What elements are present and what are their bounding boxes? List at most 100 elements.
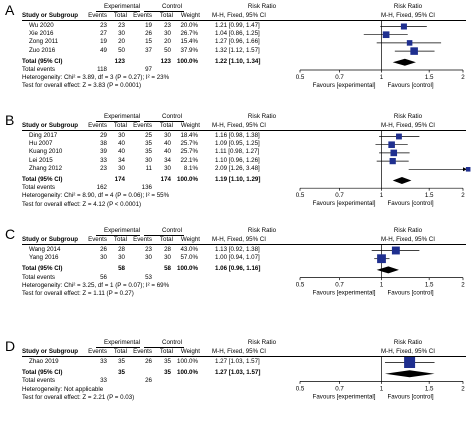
study-weight: 25.7% bbox=[180, 140, 198, 148]
favours-control-label: Favours [control] bbox=[388, 82, 434, 89]
weight-header: Weight bbox=[180, 236, 200, 243]
total-header-exp: Total bbox=[113, 12, 127, 19]
total-header-exp: Total bbox=[113, 348, 127, 355]
x-tick-label: 0.7 bbox=[335, 282, 344, 289]
x-tick-label: 2 bbox=[461, 385, 465, 392]
study-weight: 100.0% bbox=[177, 358, 198, 365]
study-ci: 1.16 [0.98, 1.38] bbox=[215, 132, 260, 139]
total-label: Total (95% CI) bbox=[22, 265, 63, 273]
study-name: Zuo 2016 bbox=[29, 46, 56, 54]
ctrl-total: 35 bbox=[164, 358, 171, 365]
mh-fixed-header: M-H, Fixed, 95% CI bbox=[212, 12, 266, 19]
risk-ratio-header: Risk Ratio bbox=[247, 113, 277, 120]
x-tick-label: 1 bbox=[380, 74, 384, 81]
heterogeneity-text: Heterogeneity: Chi² = 3.89, df = 3 (P = … bbox=[22, 74, 170, 82]
exp-events: 38 bbox=[100, 140, 107, 148]
ctrl-events: 30 bbox=[145, 254, 152, 262]
overall-effect-text: Test for overall effect: Z = 1.11 (P = 0… bbox=[22, 290, 134, 297]
study-name: Xie 2016 bbox=[29, 30, 54, 38]
total-events-ctrl: 97 bbox=[145, 66, 152, 73]
heterogeneity-text: Heterogeneity: Chi² = 8.90, df = 4 (P = … bbox=[22, 192, 170, 200]
risk-ratio-plot-header: Risk Ratio bbox=[393, 3, 423, 10]
risk-ratio-header: Risk Ratio bbox=[247, 339, 277, 346]
ci-arrow bbox=[463, 167, 467, 172]
ctrl-events: 35 bbox=[145, 140, 152, 148]
events-header-ctrl: Events bbox=[133, 236, 152, 243]
study-ci: 1.32 [1.12, 1.57] bbox=[215, 46, 260, 54]
total-events-exp: 118 bbox=[97, 66, 107, 73]
control-underline bbox=[144, 121, 184, 122]
control-underline bbox=[144, 11, 184, 12]
study-name: Zhao 2019 bbox=[29, 358, 59, 365]
total-diamond bbox=[384, 370, 435, 378]
study-ci: 1.11 [0.98, 1.27] bbox=[215, 148, 260, 156]
x-tick-label: 0.5 bbox=[296, 74, 305, 81]
experimental-header: Experimental bbox=[103, 339, 141, 346]
total-events-label: Total events bbox=[22, 184, 56, 192]
total-exp: 123 bbox=[114, 57, 125, 65]
study-ci: 1.10 [0.96, 1.26] bbox=[215, 156, 260, 164]
exp-events: 23 bbox=[100, 22, 107, 29]
x-tick-label: 2 bbox=[461, 74, 465, 81]
total-events-ctrl: 26 bbox=[145, 377, 152, 385]
x-tick-label: 2 bbox=[461, 282, 465, 289]
total-label: Total (95% CI) bbox=[22, 176, 63, 183]
experimental-header: Experimental bbox=[103, 113, 141, 120]
total-weight: 100.0% bbox=[177, 57, 198, 65]
x-tick-label: 0.7 bbox=[335, 192, 344, 199]
study-weight: 57.0% bbox=[180, 254, 198, 262]
study-ci: 2.09 [1.26, 3.48] bbox=[215, 164, 260, 172]
exp-events: 49 bbox=[100, 46, 107, 54]
ctrl-total: 30 bbox=[164, 132, 171, 139]
mh-fixed-plot-header: M-H, Fixed, 95% CI bbox=[381, 122, 435, 129]
study-col-header: Study or Subgroup bbox=[22, 348, 79, 355]
total-weight: 100.0% bbox=[177, 265, 198, 273]
study-marker bbox=[410, 47, 418, 55]
risk-ratio-plot-header: Risk Ratio bbox=[393, 339, 423, 346]
risk-ratio-plot-header: Risk Ratio bbox=[393, 113, 423, 120]
ctrl-events: 37 bbox=[145, 46, 152, 54]
total-header-exp: Total bbox=[113, 122, 127, 129]
x-tick-label: 1.5 bbox=[425, 385, 434, 392]
panel-letter: A bbox=[5, 2, 15, 18]
ctrl-events: 26 bbox=[145, 30, 152, 38]
total-ci: 1.06 [0.96, 1.16] bbox=[215, 265, 261, 273]
exp-events: 23 bbox=[100, 164, 107, 172]
ctrl-events: 23 bbox=[145, 246, 152, 253]
ctrl-total: 50 bbox=[164, 46, 171, 54]
favours-experimental-label: Favours [experimental] bbox=[313, 290, 376, 297]
events-header-exp: Events bbox=[88, 12, 107, 19]
mh-fixed-plot-header: M-H, Fixed, 95% CI bbox=[381, 12, 435, 19]
total-exp: 35 bbox=[118, 369, 125, 377]
study-col-header: Study or Subgroup bbox=[22, 12, 79, 19]
total-ci: 1.27 [1.03, 1.57] bbox=[215, 369, 261, 377]
events-header-ctrl: Events bbox=[133, 348, 152, 355]
panel-letter: B bbox=[5, 112, 15, 128]
ctrl-total: 30 bbox=[164, 164, 171, 172]
exp-events: 33 bbox=[100, 156, 107, 164]
ctrl-events: 26 bbox=[145, 358, 152, 365]
study-name: Lei 2015 bbox=[29, 156, 53, 164]
exp-events: 29 bbox=[100, 132, 107, 139]
exp-total: 50 bbox=[118, 46, 125, 54]
study-marker bbox=[377, 254, 386, 264]
control-underline bbox=[144, 235, 184, 236]
x-tick-label: 1.5 bbox=[425, 192, 434, 199]
x-tick-label: 0.5 bbox=[296, 192, 305, 199]
total-ci: 1.22 [1.10, 1.34] bbox=[215, 57, 261, 65]
study-marker bbox=[389, 157, 396, 165]
forest-plot-b: 0.5 0.7 1 1.5 2 Favours [experimental] Favours… bbox=[296, 131, 471, 207]
control-header: Control bbox=[162, 227, 182, 234]
panel-letter: D bbox=[5, 338, 16, 354]
exp-events: 19 bbox=[100, 38, 107, 46]
study-weight: 26.7% bbox=[180, 30, 198, 38]
control-header: Control bbox=[162, 3, 182, 10]
exp-total: 28 bbox=[118, 246, 125, 253]
ctrl-total: 30 bbox=[164, 30, 171, 38]
study-weight: 15.4% bbox=[180, 38, 198, 46]
study-ci: 1.04 [0.86, 1.25] bbox=[215, 30, 260, 38]
total-events-label: Total events bbox=[22, 273, 56, 281]
events-header-ctrl: Events bbox=[133, 12, 152, 19]
ctrl-total: 40 bbox=[164, 148, 171, 156]
exp-total: 35 bbox=[118, 358, 125, 365]
